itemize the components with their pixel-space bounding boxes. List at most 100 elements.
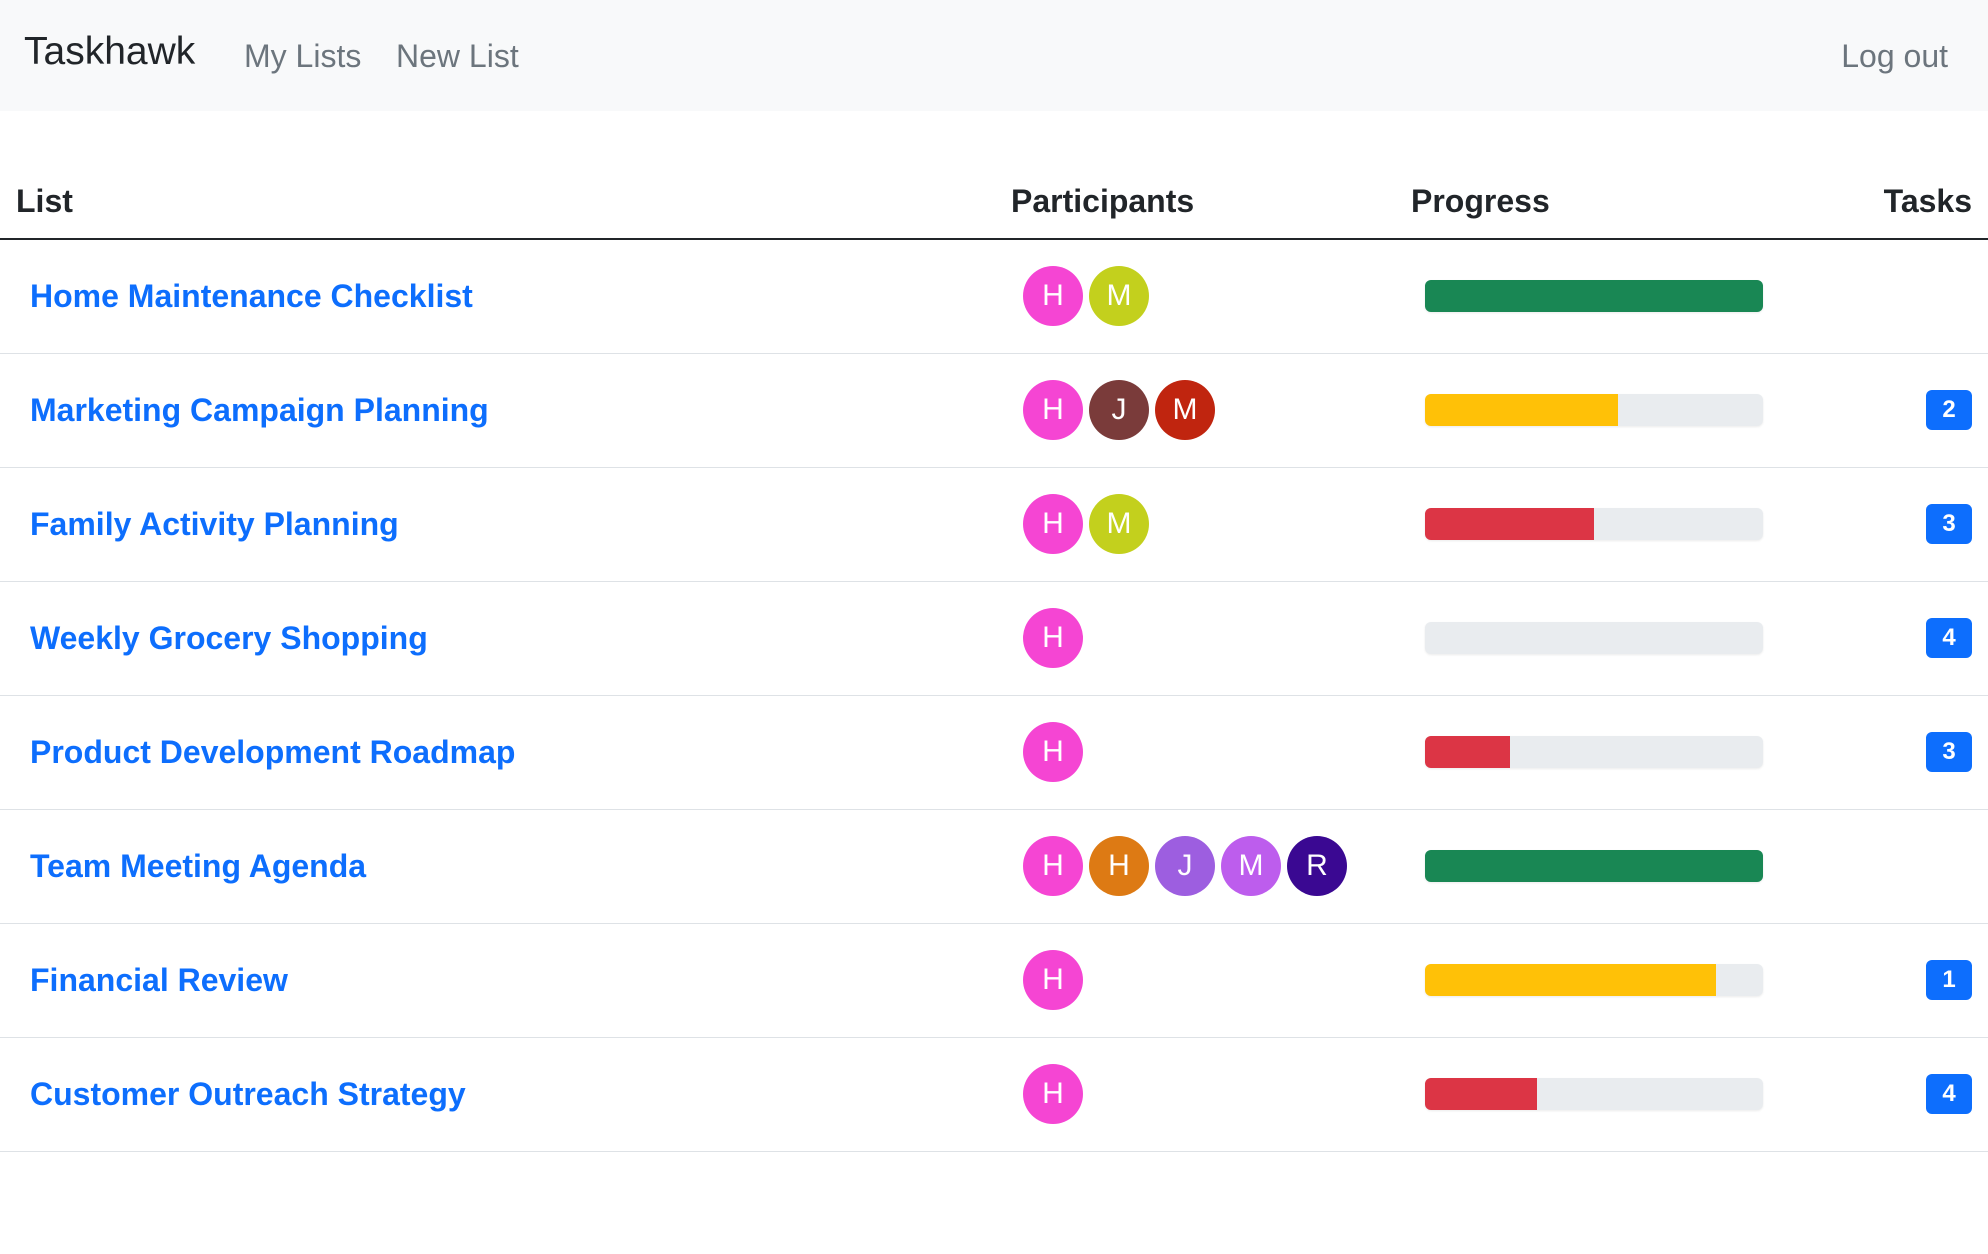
avatar: M bbox=[1155, 380, 1215, 440]
participant-avatars: H bbox=[1011, 722, 1379, 782]
task-count-badge[interactable]: 3 bbox=[1926, 732, 1972, 772]
progress-bar-fill bbox=[1425, 508, 1594, 540]
task-count-badge[interactable]: 4 bbox=[1926, 1074, 1972, 1114]
progress-cell bbox=[1395, 1037, 1843, 1152]
tasks-cell: 2 bbox=[1843, 353, 1988, 468]
progress-cell bbox=[1395, 581, 1843, 696]
table-header-row: List Participants Progress Tasks bbox=[0, 165, 1988, 240]
list-name-link[interactable]: Marketing Campaign Planning bbox=[30, 391, 489, 428]
progress-bar-fill bbox=[1425, 280, 1763, 313]
progress-cell bbox=[1395, 467, 1843, 582]
lists-table: List Participants Progress Tasks Home Ma… bbox=[0, 165, 1988, 1152]
list-name-link[interactable]: Home Maintenance Checklist bbox=[30, 277, 473, 314]
table-row: Customer Outreach Strategy H 4 bbox=[0, 1037, 1988, 1152]
progress-track bbox=[1425, 1078, 1763, 1110]
task-count-badge[interactable]: 3 bbox=[1926, 504, 1972, 544]
task-count-badge[interactable]: 2 bbox=[1926, 390, 1972, 430]
nav-new-list[interactable]: New List bbox=[396, 38, 519, 74]
logout-link[interactable]: Log out bbox=[1841, 38, 1948, 74]
list-name-cell: Financial Review bbox=[0, 923, 995, 1038]
progress-cell bbox=[1395, 809, 1843, 924]
table-row: Family Activity Planning H M 3 bbox=[0, 467, 1988, 582]
tasks-cell bbox=[1843, 809, 1988, 924]
avatar: R bbox=[1287, 836, 1347, 896]
avatar: H bbox=[1023, 722, 1083, 782]
avatar: J bbox=[1089, 380, 1149, 440]
table-row: Financial Review H 1 bbox=[0, 923, 1988, 1038]
tasks-cell: 4 bbox=[1843, 581, 1988, 696]
list-name-cell: Family Activity Planning bbox=[0, 467, 995, 582]
avatar: M bbox=[1089, 494, 1149, 554]
list-name-link[interactable]: Weekly Grocery Shopping bbox=[30, 619, 428, 656]
avatar: M bbox=[1089, 266, 1149, 327]
avatar: H bbox=[1023, 266, 1083, 327]
list-name-link[interactable]: Team Meeting Agenda bbox=[30, 847, 367, 884]
participant-avatars: H bbox=[1011, 608, 1379, 668]
progress-cell bbox=[1395, 695, 1843, 810]
participants-cell: H bbox=[995, 581, 1395, 696]
tasks-cell: 3 bbox=[1843, 467, 1988, 582]
list-name-link[interactable]: Family Activity Planning bbox=[30, 505, 399, 542]
brand-logo[interactable]: Taskhawk bbox=[24, 30, 196, 73]
participants-cell: H bbox=[995, 695, 1395, 810]
progress-cell bbox=[1395, 239, 1843, 354]
list-name-link[interactable]: Financial Review bbox=[30, 961, 288, 998]
avatar: J bbox=[1155, 836, 1215, 896]
progress-bar-fill bbox=[1425, 736, 1510, 768]
participants-cell: H bbox=[995, 923, 1395, 1038]
progress-track bbox=[1425, 394, 1763, 426]
task-count-badge[interactable]: 1 bbox=[1926, 960, 1972, 1000]
avatar: H bbox=[1023, 836, 1083, 896]
list-name-cell: Home Maintenance Checklist bbox=[0, 239, 995, 354]
header-tasks: Tasks bbox=[1843, 165, 1988, 240]
progress-cell bbox=[1395, 923, 1843, 1038]
avatar: H bbox=[1023, 494, 1083, 554]
avatar: M bbox=[1221, 836, 1281, 896]
tasks-cell: 4 bbox=[1843, 1037, 1988, 1152]
tasks-cell: 1 bbox=[1843, 923, 1988, 1038]
avatar: H bbox=[1023, 950, 1083, 1010]
list-name-cell: Weekly Grocery Shopping bbox=[0, 581, 995, 696]
list-name-cell: Marketing Campaign Planning bbox=[0, 353, 995, 468]
participant-avatars: H bbox=[1011, 950, 1379, 1010]
progress-track bbox=[1425, 964, 1763, 996]
tasks-cell: 3 bbox=[1843, 695, 1988, 810]
table-row: Weekly Grocery Shopping H 4 bbox=[0, 581, 1988, 696]
table-row: Product Development Roadmap H 3 bbox=[0, 695, 1988, 810]
progress-bar-fill bbox=[1425, 1078, 1537, 1110]
navbar: Taskhawk My Lists New List Log out bbox=[0, 0, 1988, 111]
table-row: Marketing Campaign Planning H J M 2 bbox=[0, 353, 1988, 468]
progress-track bbox=[1425, 736, 1763, 768]
table-row: Team Meeting Agenda H H J M R bbox=[0, 809, 1988, 924]
list-name-link[interactable]: Product Development Roadmap bbox=[30, 733, 516, 770]
avatar: H bbox=[1089, 836, 1149, 896]
header-list: List bbox=[0, 165, 995, 240]
progress-track bbox=[1425, 508, 1763, 540]
header-progress: Progress bbox=[1395, 165, 1843, 240]
list-name-cell: Customer Outreach Strategy bbox=[0, 1037, 995, 1152]
list-name-link[interactable]: Customer Outreach Strategy bbox=[30, 1075, 466, 1112]
nav-my-lists[interactable]: My Lists bbox=[244, 38, 362, 74]
participants-cell: H bbox=[995, 1037, 1395, 1152]
progress-track bbox=[1425, 850, 1763, 882]
tasks-cell bbox=[1843, 239, 1988, 354]
progress-bar-fill bbox=[1425, 394, 1618, 426]
progress-track bbox=[1425, 622, 1763, 654]
list-name-cell: Team Meeting Agenda bbox=[0, 809, 995, 924]
list-name-cell: Product Development Roadmap bbox=[0, 695, 995, 810]
lists-table-body: Home Maintenance Checklist H M Marketing Ca… bbox=[0, 239, 1988, 1152]
task-count-badge[interactable]: 4 bbox=[1926, 618, 1972, 658]
progress-cell bbox=[1395, 353, 1843, 468]
avatar: H bbox=[1023, 380, 1083, 440]
table-row: Home Maintenance Checklist H M bbox=[0, 239, 1988, 354]
participant-avatars: H bbox=[1011, 1064, 1379, 1124]
avatar: H bbox=[1023, 608, 1083, 668]
